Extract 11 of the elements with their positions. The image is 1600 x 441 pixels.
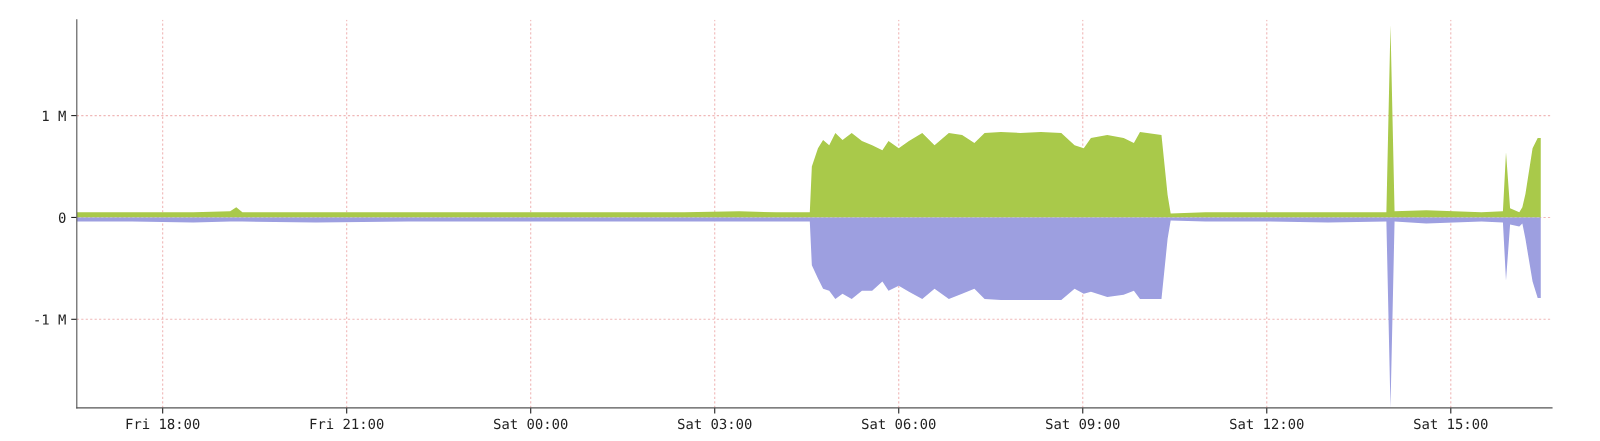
x-tick-label: Sat 06:00	[862, 418, 936, 430]
x-tick-label: Sat 09:00	[1046, 418, 1120, 430]
y-tick-label: -1 M	[35, 314, 66, 325]
y-tick-label: 0	[58, 212, 66, 223]
x-tick-label: Fri 21:00	[310, 418, 384, 430]
x-tick-label: Sat 15:00	[1414, 418, 1488, 430]
x-tick-label: Sat 12:00	[1230, 418, 1304, 430]
x-tick-label: Sat 00:00	[494, 418, 568, 430]
x-tick-label: Sat 03:00	[678, 418, 752, 430]
y-tick-label: 1 M	[42, 110, 66, 121]
x-tick-label: Fri 18:00	[126, 418, 200, 430]
